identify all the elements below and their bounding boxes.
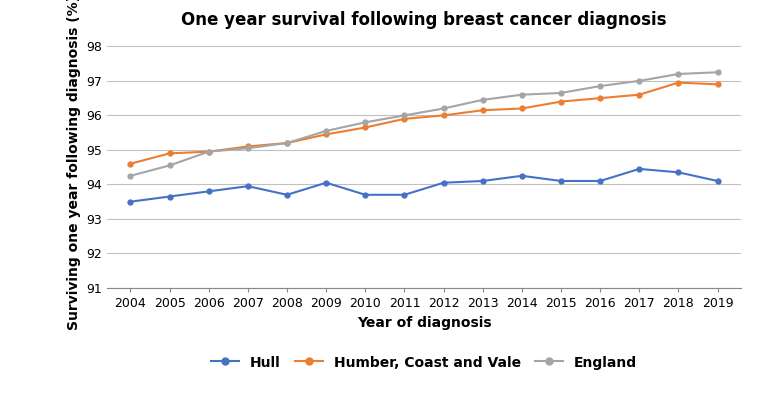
Humber, Coast and Vale	[478, 108, 487, 113]
Humber, Coast and Vale	[165, 151, 174, 156]
England	[478, 98, 487, 102]
Humber, Coast and Vale	[126, 161, 135, 166]
Hull	[439, 180, 448, 185]
Hull	[478, 178, 487, 183]
Hull	[204, 189, 213, 194]
Line: England: England	[128, 70, 720, 178]
Humber, Coast and Vale	[713, 82, 722, 87]
Humber, Coast and Vale	[596, 96, 605, 100]
Humber, Coast and Vale	[283, 141, 292, 146]
England	[204, 149, 213, 154]
Hull	[361, 192, 370, 197]
England	[517, 92, 526, 97]
Humber, Coast and Vale	[439, 113, 448, 118]
Hull	[596, 178, 605, 183]
Humber, Coast and Vale	[635, 92, 644, 97]
England	[243, 146, 252, 150]
England	[400, 113, 409, 118]
Line: Hull: Hull	[128, 166, 720, 204]
England	[283, 141, 292, 146]
Hull	[635, 166, 644, 171]
England	[713, 70, 722, 75]
Hull	[517, 174, 526, 178]
Line: Humber, Coast and Vale: Humber, Coast and Vale	[128, 80, 720, 166]
Hull	[165, 194, 174, 199]
England	[361, 120, 370, 125]
Hull	[674, 170, 683, 175]
England	[635, 78, 644, 83]
Hull	[126, 199, 135, 204]
Humber, Coast and Vale	[674, 80, 683, 85]
Y-axis label: Surviving one year following diagnosis (%): Surviving one year following diagnosis (…	[66, 0, 81, 330]
Humber, Coast and Vale	[204, 149, 213, 154]
England	[556, 90, 565, 95]
Humber, Coast and Vale	[517, 106, 526, 111]
England	[674, 72, 683, 76]
Hull	[243, 184, 252, 188]
Hull	[556, 178, 565, 183]
England	[165, 163, 174, 168]
England	[126, 174, 135, 178]
Humber, Coast and Vale	[400, 116, 409, 121]
Hull	[283, 192, 292, 197]
Humber, Coast and Vale	[556, 99, 565, 104]
England	[596, 84, 605, 88]
Humber, Coast and Vale	[322, 132, 331, 137]
Hull	[322, 180, 331, 185]
Hull	[713, 178, 722, 183]
England	[439, 106, 448, 111]
Humber, Coast and Vale	[361, 125, 370, 130]
X-axis label: Year of diagnosis: Year of diagnosis	[357, 316, 491, 330]
Humber, Coast and Vale	[243, 144, 252, 149]
Legend: Hull, Humber, Coast and Vale, England: Hull, Humber, Coast and Vale, England	[206, 350, 643, 376]
Hull	[400, 192, 409, 197]
England	[322, 128, 331, 133]
Title: One year survival following breast cancer diagnosis: One year survival following breast cance…	[181, 11, 667, 29]
